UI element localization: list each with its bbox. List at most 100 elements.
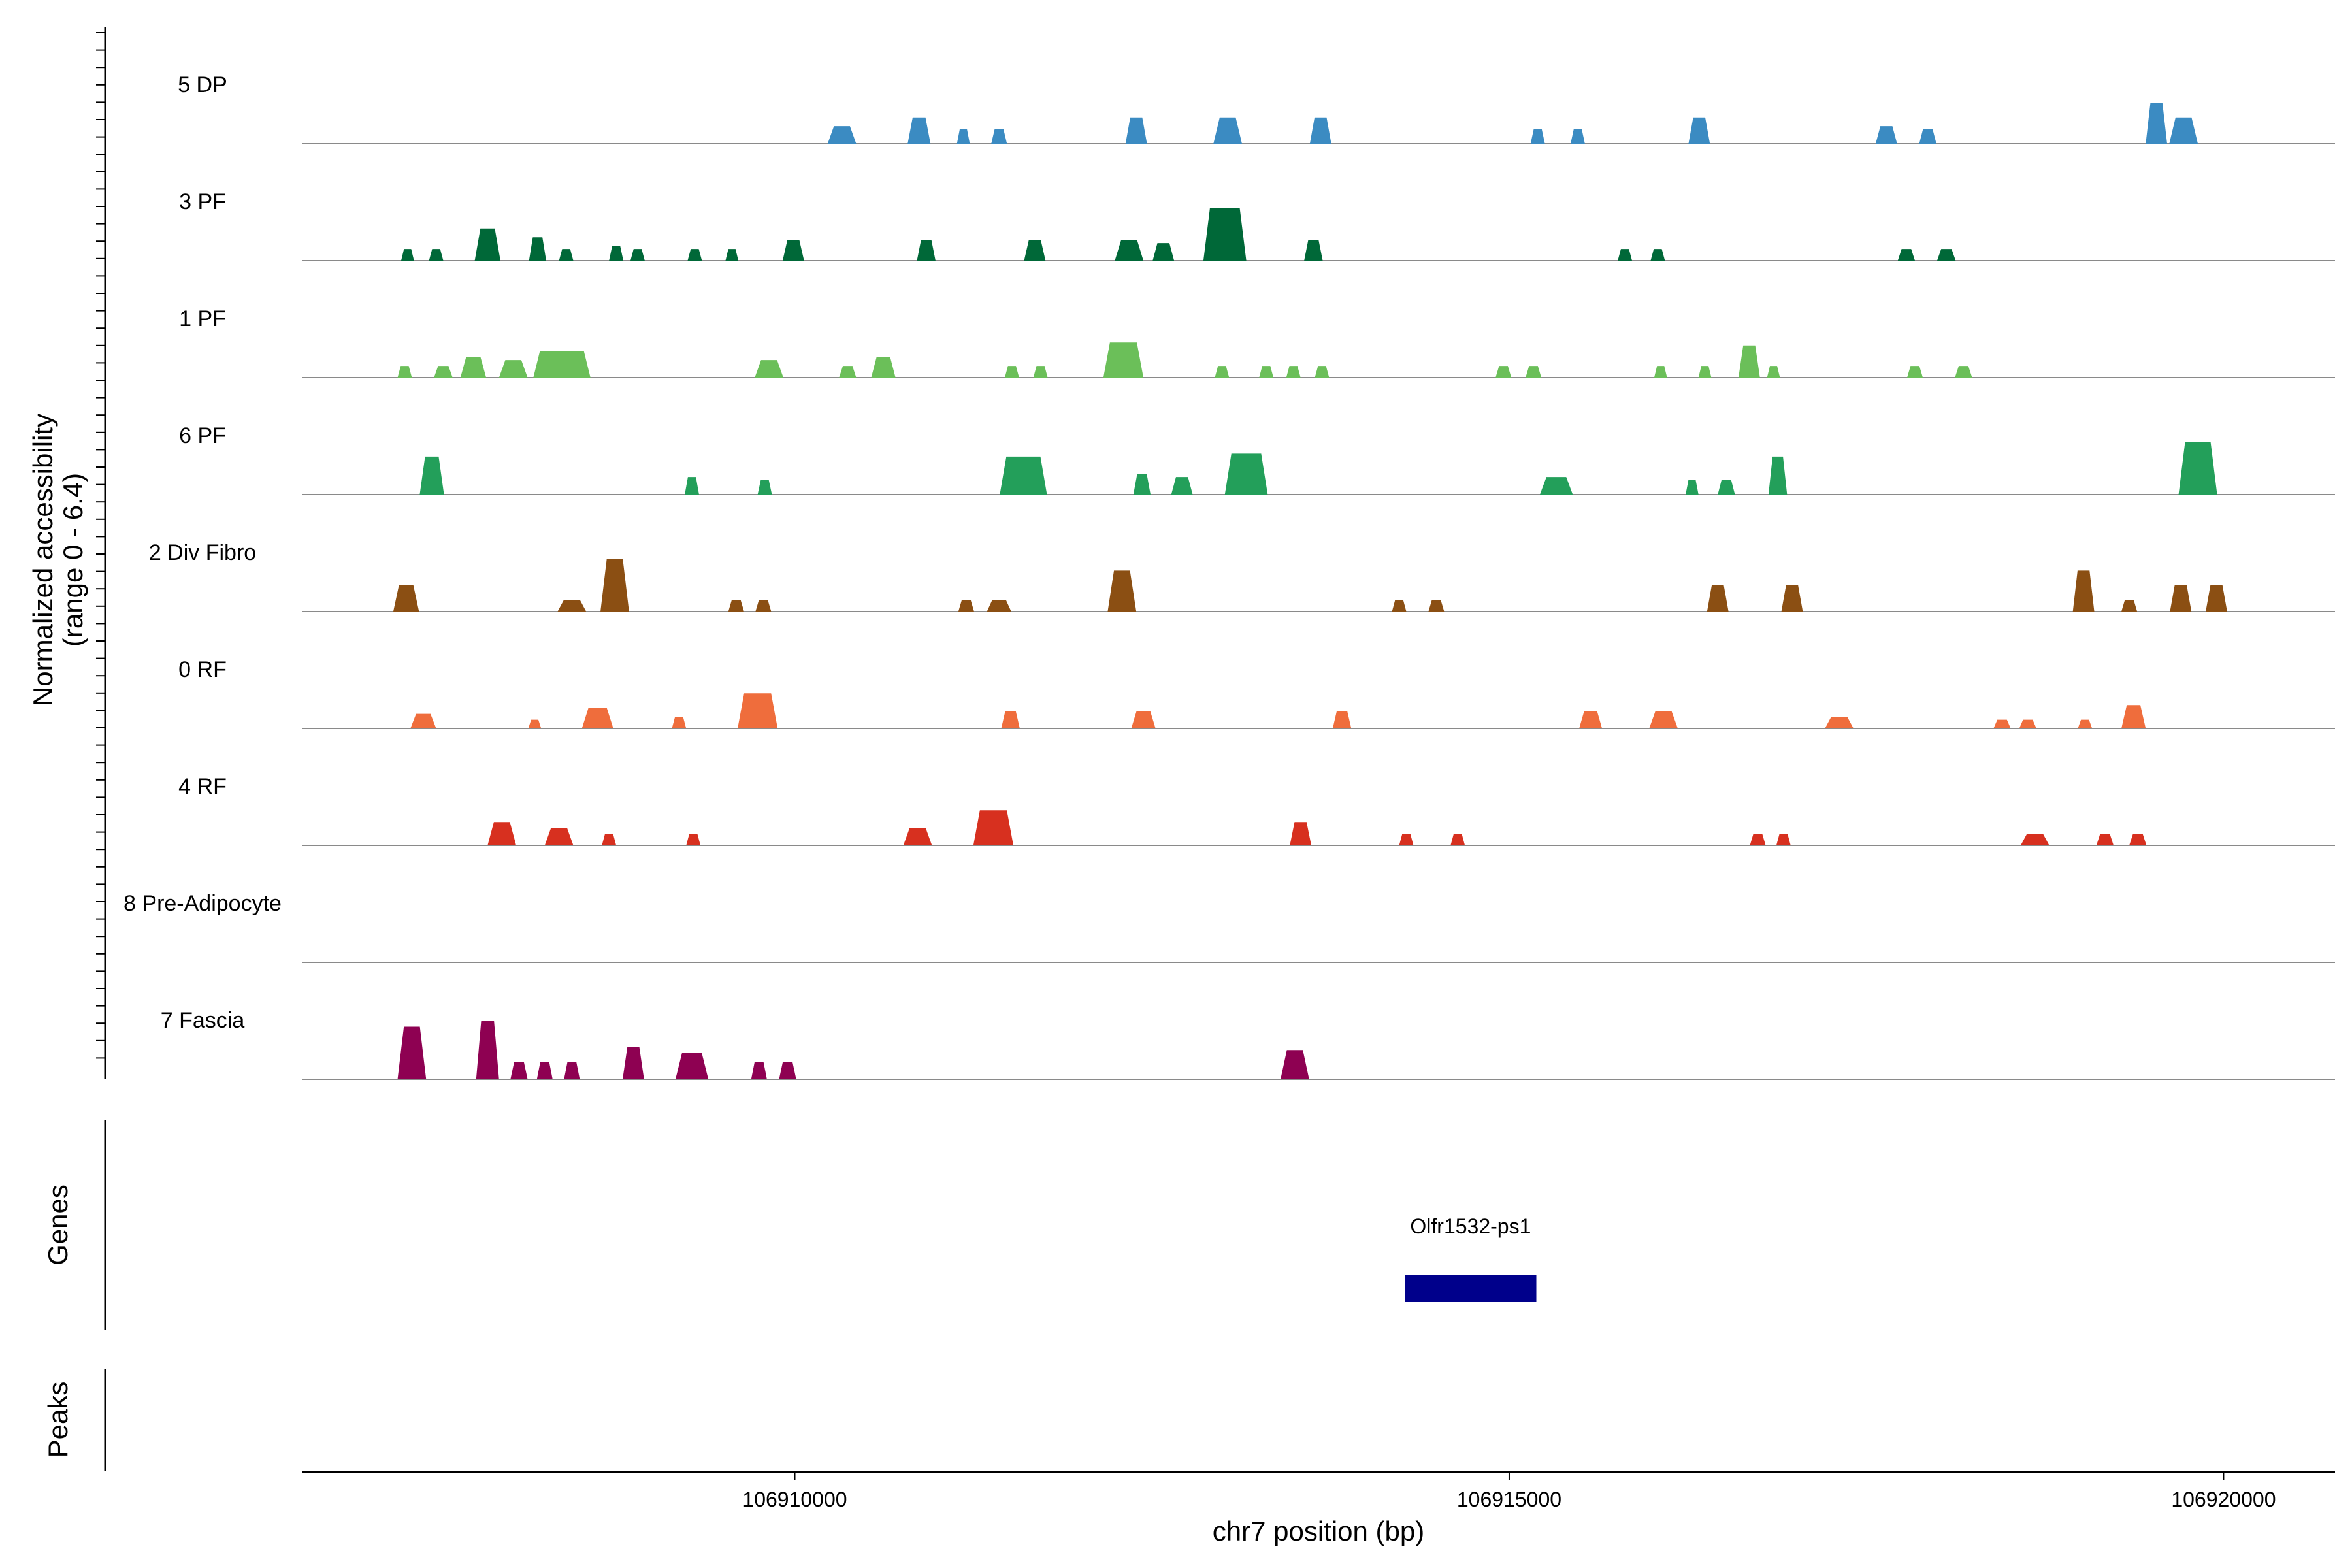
coverage-peak [2078,719,2093,728]
genes-panel-label: Genes [42,1184,73,1266]
coverage-peak [1579,711,1603,728]
coverage-peak [687,249,702,261]
coverage-peak [1033,366,1048,378]
coverage-peak [1530,129,1545,144]
peaks-panel-label: Peaks [42,1382,73,1458]
track-label: 3 PF [179,189,226,214]
coverage-peak [429,249,444,261]
coverage-peak [1281,1050,1309,1079]
coverage-peak [755,600,772,612]
coverage-peak [1618,249,1633,261]
coverage-tracks: 5 DP 3 PF 1 PF 6 PF 2 Div Fibro 0 RF 4 RF 8 Pre… [123,73,2335,1080]
coverage-peak [559,249,574,261]
coverage-peak [685,477,699,495]
gene-label: Olfr1532-ps1 [1410,1215,1531,1238]
coverage-peak [728,600,744,612]
coverage-peak [1707,585,1729,612]
track-label: 2 Div Fibro [149,540,256,565]
coverage-peak [419,456,444,495]
coverage-peak [1825,717,1854,728]
track-label: 7 Fascia [161,1008,245,1033]
coverage-peak [1259,366,1274,378]
coverage-peak [1125,117,1147,144]
coverage-peak [529,237,546,261]
coverage-peak [410,713,436,728]
coverage-peak [1332,711,1352,728]
coverage-peak [1309,117,1331,144]
coverage-peak [1539,477,1573,495]
x-axis-label: chr7 position (bp) [1213,1516,1425,1546]
coverage-peak [725,249,739,261]
coverage-peak [686,834,701,845]
coverage-peak [1392,600,1407,612]
coverage-peak [1750,834,1766,845]
coverage-peak [476,1021,499,1079]
coverage-peak [2178,442,2217,495]
position-x-axis: 106910000 106915000 106920000 [302,1471,2335,1511]
coverage-peak [1004,366,1019,378]
coverage-peak [1213,117,1242,144]
coverage-peak [973,810,1014,845]
track-label: 4 RF [178,774,227,799]
coverage-peak [907,117,931,144]
coverage-peak [1450,834,1465,845]
coverage-peak [675,1053,709,1079]
coverage-peak [1526,366,1542,378]
gene-body [1405,1275,1537,1302]
coverage-peak [1495,366,1512,378]
coverage-peak [958,600,974,612]
coverage-peak [1304,240,1323,261]
peaks-panel: Peaks [42,1369,106,1471]
coverage-peak [917,240,936,261]
coverage-peak [1215,366,1230,378]
coverage-peak [672,717,687,728]
coverage-peak [1875,126,1897,144]
coverage-peak [536,1062,553,1079]
accessibility-y-axis [96,27,106,1079]
coverage-peak [1649,711,1678,728]
coverage-peak [397,366,412,378]
coverage-peak [1650,249,1665,261]
coverage-peak [1001,711,1020,728]
coverage-peak [956,129,970,144]
coverage-peak [2121,705,2146,728]
coverage-peak [1000,456,1047,495]
coverage-peak [1698,366,1712,378]
coverage-peak [903,828,932,845]
track-6-pf: 6 PF [179,423,2335,495]
coverage-peak [1131,711,1156,728]
coverage-peak [1686,480,1699,495]
coverage-peak [1919,129,1936,144]
coverage-peak [487,822,517,845]
coverage-peak [1428,600,1445,612]
coverage-peak [2146,103,2168,144]
coverage-peak [498,360,528,378]
coverage-peak [1133,474,1151,495]
coverage-peak [738,693,778,728]
coverage-peak [1399,834,1414,845]
track-2-div-fibro: 2 Div Fibro [149,540,2335,612]
coverage-peak [1738,345,1760,378]
coverage-peak [827,126,857,144]
coverage-peak [1654,366,1667,378]
coverage-peak [1152,243,1175,261]
genes-panel: Genes Olfr1532-ps1 [42,1120,1537,1330]
track-1-pf: 1 PF [179,306,2335,378]
coverage-peak [528,719,542,728]
coverage-peak [1768,456,1788,495]
coverage-peak [2121,600,2138,612]
coverage-peak [2019,719,2036,728]
coverage-peak [1103,342,1144,378]
coverage-peak [1718,480,1735,495]
coverage-peak [2072,570,2095,612]
coverage-peak [564,1062,580,1079]
x-tick-label: 106915000 [1457,1488,1561,1511]
coverage-peak [2096,834,2114,845]
coverage-peak [557,600,587,612]
coverage-peak [1781,585,1803,612]
track-7-fascia: 7 Fascia [161,1008,2335,1080]
track-label: 0 RF [178,657,227,682]
coverage-peak [1776,834,1791,845]
coverage-peak [460,357,487,378]
coverage-peak [1570,129,1585,144]
